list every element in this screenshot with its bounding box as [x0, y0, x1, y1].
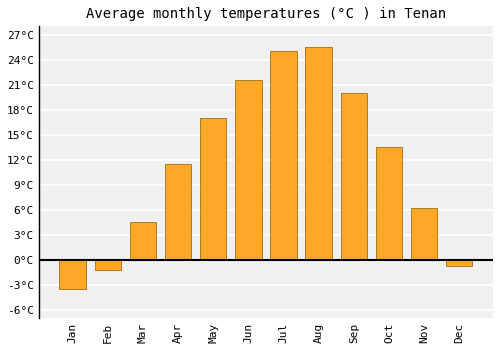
Bar: [446, 260, 472, 266]
Bar: [411, 208, 438, 260]
Bar: [306, 47, 332, 260]
Bar: [270, 51, 296, 260]
Bar: [60, 260, 86, 289]
Bar: [94, 260, 121, 270]
Bar: [340, 93, 367, 260]
Bar: [235, 80, 262, 260]
Bar: [200, 118, 226, 260]
Bar: [130, 222, 156, 260]
Title: Average monthly temperatures (°C ) in Tenan: Average monthly temperatures (°C ) in Te…: [86, 7, 446, 21]
Bar: [376, 147, 402, 260]
Bar: [165, 164, 191, 260]
